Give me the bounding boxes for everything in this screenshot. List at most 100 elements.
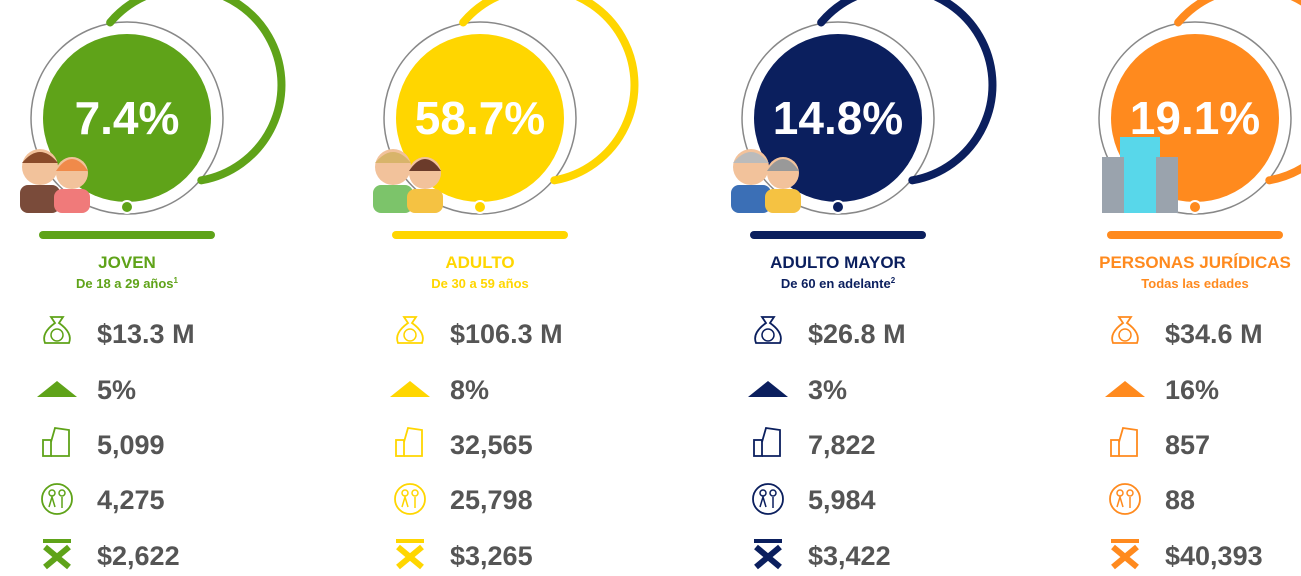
money-bag-icon <box>43 316 71 344</box>
icon-shape <box>395 439 405 457</box>
stat-value: 7,822 <box>808 430 876 460</box>
segment-subtitle: De 18 a 29 años1 <box>76 276 179 291</box>
body <box>407 189 443 213</box>
ring-dot <box>831 200 845 214</box>
stat-value: 5% <box>97 375 136 405</box>
icon-shape <box>37 381 77 397</box>
disc <box>396 34 564 202</box>
growth-icon <box>37 381 77 397</box>
icon-shape <box>1111 316 1139 344</box>
icon-shape <box>1118 426 1138 457</box>
stat-value: $26.8 M <box>808 319 906 349</box>
icon-shape <box>1110 439 1120 457</box>
icon-shape <box>753 439 763 457</box>
icon-shape <box>752 483 784 515</box>
payment-icon <box>753 426 781 457</box>
icon-shape <box>761 328 775 342</box>
stat-value: 4,275 <box>97 485 165 515</box>
clients-icon <box>41 483 73 515</box>
segment: 58.7% ADULTO De 30 a 59 años $106.3 M 8% 32,5… <box>373 0 639 571</box>
icon-shape <box>754 544 782 570</box>
underline-bar <box>39 231 215 239</box>
icon-shape <box>403 426 423 457</box>
segment-subtitle: De 30 a 59 años <box>431 276 529 291</box>
money-bag-icon <box>1111 316 1139 344</box>
stat-value: $3,265 <box>450 541 533 571</box>
percent: 7.4% <box>75 92 180 144</box>
icon-shape <box>48 494 63 508</box>
segment-subtitle: Todas las edades <box>1141 276 1248 291</box>
segment: 7.4% JOVEN De 18 a 29 años1 $13.3 M 5% 5,099 4… <box>20 0 286 571</box>
hair <box>767 159 799 171</box>
clients-icon <box>394 483 426 515</box>
ring-dot <box>1188 200 1202 214</box>
body <box>54 189 90 213</box>
building <box>1156 157 1178 213</box>
body <box>20 185 60 213</box>
icon-shape <box>50 328 64 342</box>
icon-shape <box>769 489 777 497</box>
segment-title: JOVEN <box>98 253 156 272</box>
body <box>373 185 413 213</box>
icon-shape <box>50 426 70 457</box>
icon-shape <box>411 489 419 497</box>
growth-icon <box>390 381 430 397</box>
percent: 14.8% <box>773 92 903 144</box>
ring-arc <box>459 0 639 185</box>
building <box>1120 137 1160 213</box>
disc <box>754 34 922 202</box>
stat-value: $40,393 <box>1165 541 1263 571</box>
icon-shape <box>1105 381 1145 397</box>
stat-value: $13.3 M <box>97 319 195 349</box>
average-icon <box>1111 539 1139 570</box>
average-icon <box>754 539 782 570</box>
segment: 14.8% ADULTO MAYOR De 60 en adelante2 $26.8… <box>731 0 997 571</box>
stat-value: $106.3 M <box>450 319 563 349</box>
subtitle-text: De 30 a 59 años <box>431 276 529 291</box>
disc <box>43 34 211 202</box>
segment-subtitle: De 60 en adelante2 <box>781 276 896 291</box>
icon-shape <box>43 539 71 543</box>
growth-icon <box>1105 381 1145 397</box>
money-bag-icon <box>396 316 424 344</box>
growth-icon <box>748 381 788 397</box>
ring-dot <box>473 200 487 214</box>
footnote: 2 <box>891 276 896 285</box>
stat-value: 857 <box>1165 430 1210 460</box>
stat-value: 3% <box>808 375 847 405</box>
percent: 58.7% <box>415 92 545 144</box>
icon-shape <box>401 494 416 508</box>
icon-shape <box>403 328 417 342</box>
icon-shape <box>42 439 52 457</box>
body <box>765 189 801 213</box>
payment-icon <box>1110 426 1138 457</box>
underline-bar <box>1107 231 1283 239</box>
stat-value: $3,422 <box>808 541 891 571</box>
icon-shape <box>396 539 424 543</box>
stat-value: 32,565 <box>450 430 533 460</box>
underline-bar <box>750 231 926 239</box>
illustration <box>20 149 90 213</box>
icon-shape <box>1111 544 1139 570</box>
clients-icon <box>752 483 784 515</box>
icon-shape <box>396 544 424 570</box>
stat-value: 5,984 <box>808 485 876 515</box>
illustration <box>373 149 443 213</box>
icon-shape <box>43 544 71 570</box>
icon-shape <box>43 316 71 344</box>
hair <box>409 159 441 171</box>
money-bag-icon <box>754 316 782 344</box>
building <box>1102 157 1124 213</box>
icon-shape <box>761 426 781 457</box>
icon-shape <box>1118 328 1132 342</box>
percent: 19.1% <box>1130 92 1260 144</box>
stat-value: 5,099 <box>97 430 165 460</box>
icon-shape <box>1111 539 1139 543</box>
hair <box>733 152 769 163</box>
subtitle-text: De 60 en adelante <box>781 276 891 291</box>
icon-shape <box>1116 494 1131 508</box>
ring-arc <box>817 0 997 185</box>
ring-arc <box>106 0 286 185</box>
stat-value: $34.6 M <box>1165 319 1263 349</box>
clients-icon <box>1109 483 1141 515</box>
